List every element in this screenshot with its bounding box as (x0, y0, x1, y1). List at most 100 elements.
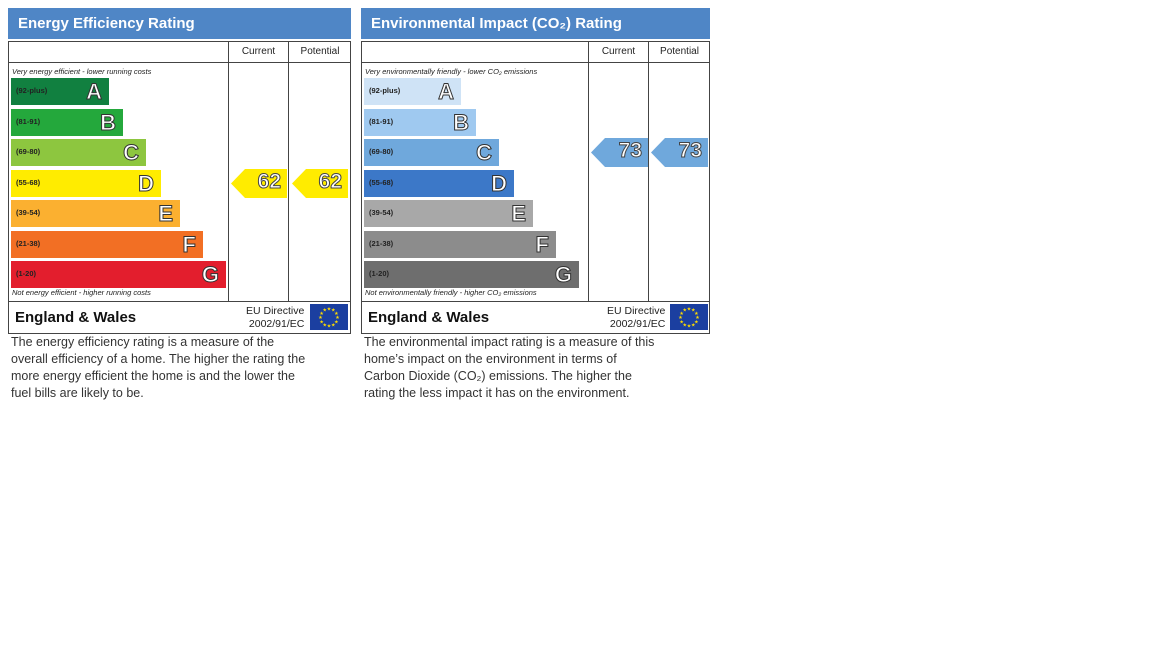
band-range-label: (92-plus) (16, 86, 48, 95)
table-header: Current Potential (362, 42, 709, 63)
svg-text:★: ★ (334, 319, 339, 325)
environmental-impact-panel: Environmental Impact (CO₂) Rating Curren… (361, 8, 710, 400)
current-column-header: Current (228, 42, 288, 62)
band-letter: A (438, 79, 455, 105)
svg-text:★: ★ (687, 307, 692, 313)
svg-text:★: ★ (331, 308, 336, 314)
description: The environmental impact rating is a mea… (364, 335, 655, 400)
band-range-label: (69-80) (369, 147, 394, 156)
band-letter: E (158, 201, 174, 227)
svg-text:★: ★ (323, 308, 328, 314)
svg-text:★: ★ (323, 322, 328, 328)
band-letter: A (86, 79, 103, 105)
rating-band-c: (69-80) C (364, 139, 499, 166)
band-letter: D (138, 170, 155, 196)
rating-band-e: (39-54) E (11, 200, 180, 227)
potential-rating-arrow: 73 (651, 138, 708, 167)
svg-text:★: ★ (335, 315, 340, 321)
svg-text:★: ★ (679, 311, 684, 317)
band-range-label: (1-20) (369, 269, 390, 278)
panel-title: Environmental Impact (CO₂) Rating (361, 8, 710, 39)
band-range-label: (55-68) (16, 177, 41, 187)
svg-text:★: ★ (331, 322, 336, 328)
band-range-label: (69-80) (16, 147, 41, 156)
potential-column-header: Potential (288, 42, 351, 62)
svg-text:★: ★ (695, 315, 700, 321)
rating-table: Current Potential Very environmentally f… (361, 41, 710, 334)
band-range-label: (21-38) (369, 238, 394, 248)
svg-text:★: ★ (327, 324, 332, 330)
bottom-note: Not environmentally friendly - higher CO… (365, 288, 537, 297)
band-range-label: (39-54) (369, 208, 394, 217)
band-letter: E (511, 201, 527, 227)
rating-chart: Very environmentally friendly - lower CO… (362, 63, 709, 302)
svg-text:★: ★ (319, 311, 324, 317)
band-letter: C (476, 140, 493, 166)
svg-text:★: ★ (679, 319, 684, 325)
current-column-header: Current (588, 42, 648, 62)
rating-band-d: (55-68) D (364, 169, 514, 197)
potential-rating-arrow: 62 (292, 168, 348, 198)
band-range-label: (1-20) (16, 269, 37, 278)
svg-text:★: ★ (694, 311, 699, 317)
rating-band-b: (81-91) B (11, 108, 123, 136)
top-note: Very energy efficient - lower running co… (12, 67, 152, 76)
current-rating-value: 73 (618, 139, 642, 163)
svg-text:★: ★ (691, 308, 696, 314)
svg-text:★: ★ (687, 324, 692, 330)
band-range-label: (39-54) (16, 208, 41, 217)
svg-text:★: ★ (334, 311, 339, 317)
band-letter: G (554, 262, 572, 288)
band-letter: F (182, 231, 196, 257)
description: The energy efficiency rating is a measur… (11, 335, 306, 400)
svg-text:★: ★ (327, 307, 332, 313)
rating-table: Current Potential Very energy efficient … (8, 41, 351, 334)
band-letter: C (123, 140, 140, 166)
potential-rating-value: 62 (318, 169, 342, 193)
rating-band-f: (21-38) F (364, 230, 556, 258)
bottom-note: Not energy efficient - higher running co… (12, 288, 151, 297)
svg-text:★: ★ (694, 319, 699, 325)
rating-band-e: (39-54) E (364, 200, 533, 227)
band-range-label: (81-91) (16, 116, 41, 126)
rating-band-a: (92-plus) A (364, 78, 461, 105)
current-rating-arrow: 62 (231, 168, 287, 198)
rating-band-c: (69-80) C (11, 139, 146, 166)
rating-band-b: (81-91) B (364, 108, 476, 136)
band-letter: B (100, 109, 117, 135)
top-note: Very environmentally friendly - lower CO… (365, 67, 538, 76)
band-range-label: (55-68) (369, 177, 394, 187)
band-letter: F (535, 231, 549, 257)
rating-band-g: (1-20) G (11, 261, 226, 288)
energy-efficiency-panel: Energy Efficiency Rating Current Potenti… (8, 8, 351, 400)
eu-directive-label: EU Directive 2002/91/EC (246, 305, 305, 330)
table-footer: England & Wales EU Directive 2002/91/EC … (362, 302, 709, 333)
region-label: England & Wales (368, 309, 490, 326)
current-rating-value: 62 (257, 169, 281, 193)
svg-text:★: ★ (683, 322, 688, 328)
table-footer: England & Wales EU Directive 2002/91/EC … (9, 302, 350, 333)
current-rating-arrow: 73 (591, 138, 648, 167)
eu-directive-label: EU Directive 2002/91/EC (607, 305, 666, 330)
rating-band-a: (92-plus) A (11, 78, 109, 105)
band-letter: D (491, 170, 508, 196)
rating-band-g: (1-20) G (364, 261, 579, 288)
table-header: Current Potential (9, 42, 350, 63)
region-label: England & Wales (15, 309, 137, 326)
eu-flag-icon: ★ ★ ★ ★ ★ ★ ★ ★ ★ ★ ★ ★ (310, 304, 348, 330)
svg-text:★: ★ (678, 315, 683, 321)
band-range-label: (21-38) (16, 238, 41, 248)
band-letter: G (201, 262, 219, 288)
band-range-label: (81-91) (369, 116, 394, 126)
svg-text:★: ★ (683, 308, 688, 314)
eu-flag-icon: ★ ★ ★ ★ ★ ★ ★ ★ ★ ★ ★ ★ (670, 304, 708, 330)
rating-band-d: (55-68) D (11, 169, 161, 197)
panel-title: Energy Efficiency Rating (8, 8, 351, 39)
svg-text:★: ★ (319, 319, 324, 325)
rating-chart: Very energy efficient - lower running co… (9, 63, 350, 302)
band-range-label: (92-plus) (369, 86, 401, 95)
rating-band-f: (21-38) F (11, 230, 203, 258)
svg-text:★: ★ (691, 322, 696, 328)
potential-rating-value: 73 (678, 139, 702, 163)
potential-column-header: Potential (648, 42, 710, 62)
